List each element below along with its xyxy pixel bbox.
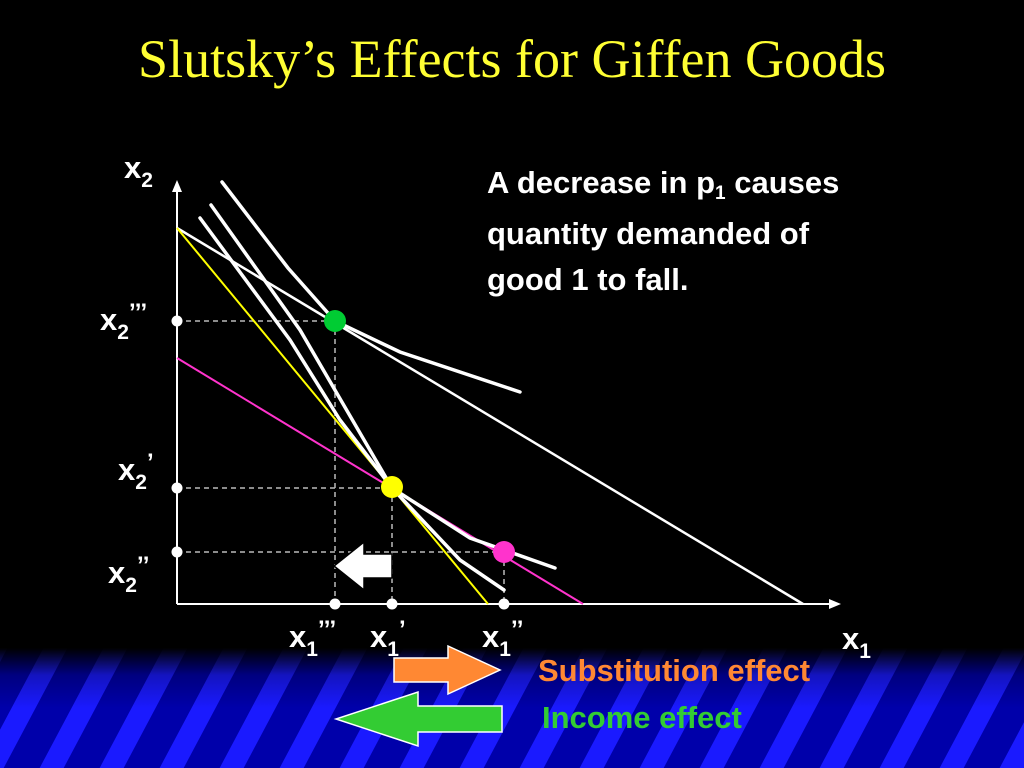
tick-dot-x-orig [386,598,398,610]
y-axis-label: x2 [124,150,153,192]
indifference-curve-upper [220,180,522,394]
indifference-curve-lower [198,216,506,592]
description-text: A decrease in p1 causes quantity demande… [487,165,840,297]
tick-dot-y-high [171,315,183,327]
x-axis-label: x1 [842,621,871,663]
guide-lines [177,320,505,604]
bundle-point-final [493,541,515,563]
budget-line-original [176,227,489,605]
slide-title: Slutsky’s Effects for Giffen Goods [138,29,886,89]
income-arrow-icon [333,690,503,748]
x-tick-label-orig: x1’ [370,616,406,661]
stripe-fade [0,648,1024,708]
legend-income-label: Income effect [542,700,742,735]
y-tick-label-high: x2’’’ [100,299,148,344]
y-tick-label-final: x2’’ [108,552,150,597]
budget-line-final [176,226,804,606]
bundle-point-original [381,476,403,498]
tick-dots [171,315,510,610]
x-tick-label-final: x1’’ [482,616,524,661]
tick-dot-y-final [171,546,183,558]
tick-dot-x-final [498,598,510,610]
substitution-arrow-icon [393,644,502,696]
tick-dot-x-high [329,598,341,610]
legend-substitution-label: Substitution effect [538,653,811,688]
x-axis-arrow [829,599,841,609]
y-axis-arrow [172,180,182,192]
left-arrow-icon [332,540,393,592]
y-tick-label-orig: x2’ [118,449,154,494]
x-tick-label-high: x1’’’ [289,616,337,661]
budget-line-pivoted [176,357,584,605]
tick-dot-y-orig [171,482,183,494]
indifference-curves [198,180,557,592]
bundle-point-high [324,310,346,332]
